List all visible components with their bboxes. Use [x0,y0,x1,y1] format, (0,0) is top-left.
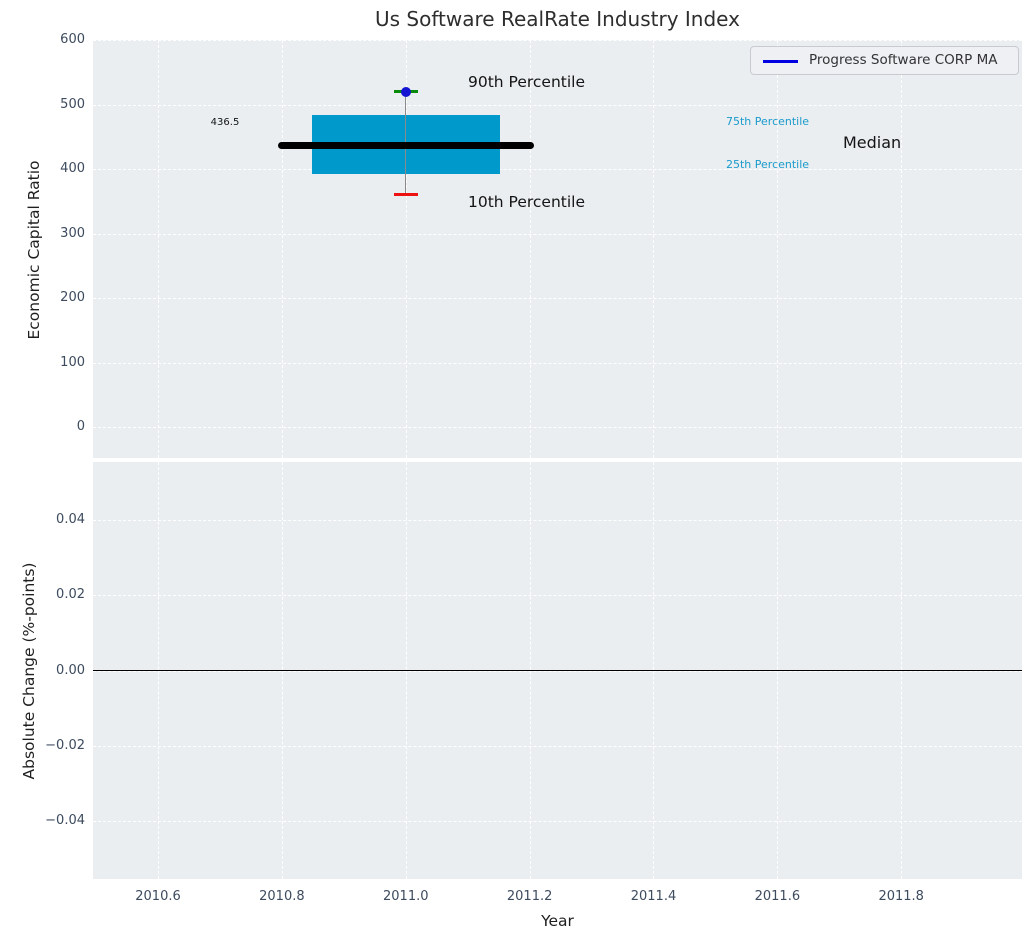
gridline-horizontal [93,298,1022,299]
legend-label: Progress Software CORP MA [809,52,997,68]
x-tick-label: 2011.2 [490,889,570,904]
y-tick-label: −0.02 [15,738,85,754]
gridline-horizontal [93,595,1022,596]
y-tick-label: 500 [15,97,85,113]
p10-cap [394,193,418,196]
median-line [278,142,534,149]
y-tick-label: 0.00 [15,663,85,679]
annotation-median-value: 436.5 [200,117,250,128]
y-tick-label: 0 [15,419,85,435]
y-tick-label: 200 [15,290,85,306]
y-tick-label: 100 [15,355,85,371]
x-tick-label: 2010.6 [118,889,198,904]
x-tick-label: 2011.4 [613,889,693,904]
annotation-10th-percentile: 10th Percentile [468,193,585,211]
x-tick-label: 2010.8 [242,889,322,904]
y-tick-label: 300 [15,226,85,242]
x-tick-label: 2011.0 [366,889,446,904]
x-tick-label: 2011.6 [737,889,817,904]
gridline-horizontal [93,105,1022,106]
gridline-horizontal [93,363,1022,364]
gridline-horizontal [93,234,1022,235]
annotation-75th-percentile: 75th Percentile [726,115,809,128]
gridline-horizontal [93,746,1022,747]
y-tick-label: 0.04 [15,512,85,528]
figure: Us Software RealRate Industry Index Econ… [0,0,1034,942]
gridline-horizontal [93,427,1022,428]
top-plot-area [93,40,1022,458]
y-tick-label: 600 [15,32,85,48]
gridline-vertical [282,40,283,458]
x-tick-label: 2011.8 [861,889,941,904]
annotation-90th-percentile: 90th Percentile [468,73,585,91]
chart-title: Us Software RealRate Industry Index [93,7,1022,31]
gridline-vertical [901,40,902,458]
zero-line [93,670,1022,672]
annotation-median: Median [843,133,901,152]
gridline-vertical [530,40,531,458]
y-tick-label: −0.04 [15,813,85,829]
data-point-marker [401,87,411,97]
y-tick-label: 0.02 [15,587,85,603]
y-tick-label: 400 [15,161,85,177]
gridline-vertical [158,40,159,458]
annotation-25th-percentile: 25th Percentile [726,158,809,171]
gridline-horizontal [93,169,1022,170]
legend-line-swatch [763,60,798,63]
legend: Progress Software CORP MA [750,46,1019,75]
gridline-vertical [777,40,778,458]
gridline-vertical [653,40,654,458]
x-axis-label: Year [93,912,1022,930]
gridline-horizontal [93,40,1022,41]
gridline-horizontal [93,520,1022,521]
bottom-plot-area [93,462,1022,879]
gridline-horizontal [93,821,1022,822]
